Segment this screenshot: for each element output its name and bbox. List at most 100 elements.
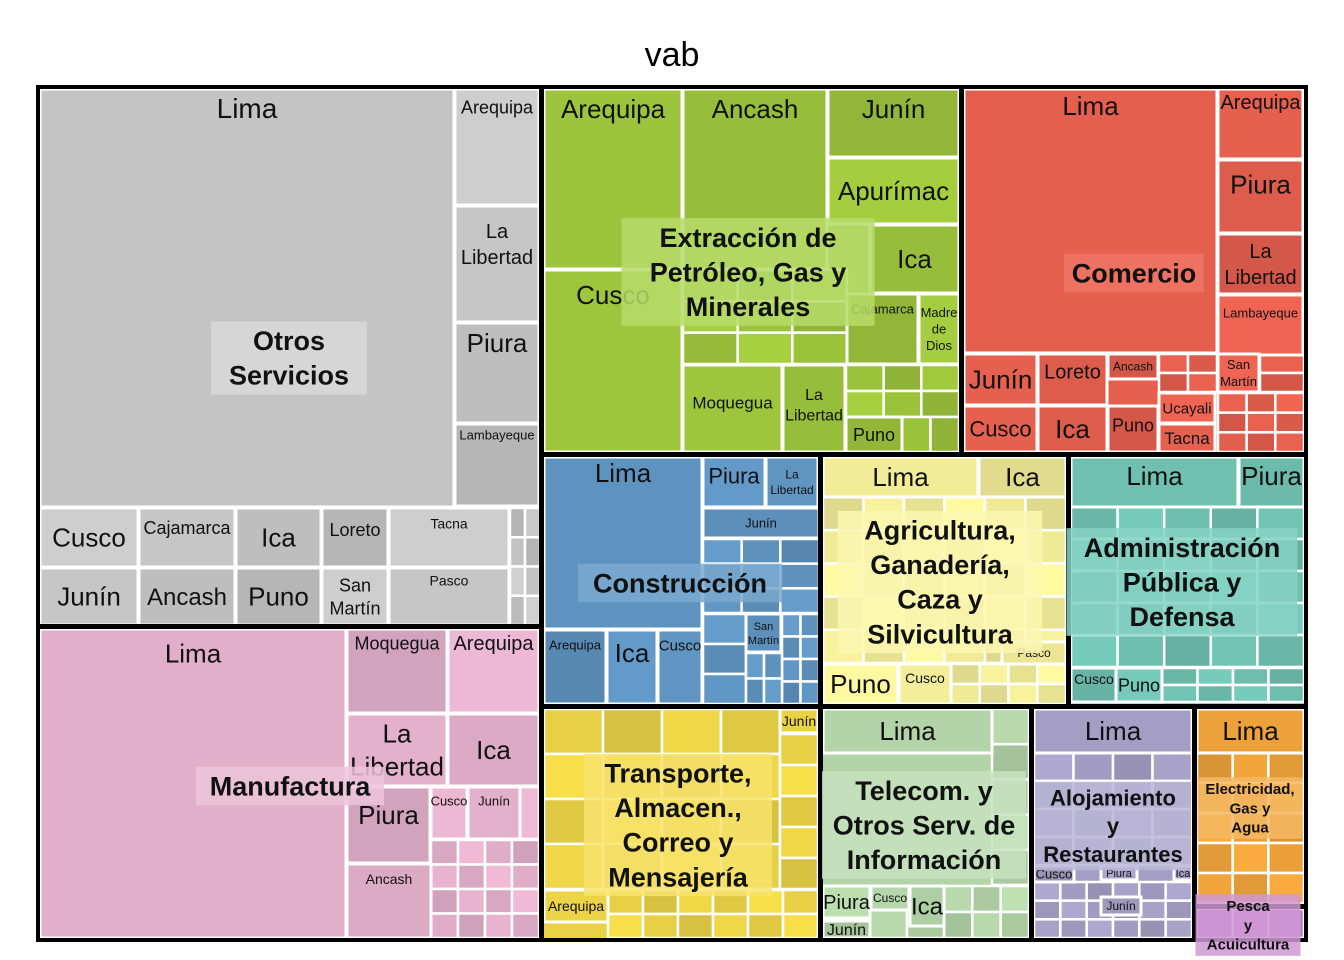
region-cell: [523, 594, 542, 627]
region-cell: [1032, 918, 1062, 940]
region-cell: [1059, 880, 1088, 902]
region-cell: [740, 537, 782, 565]
region-cell: [508, 506, 527, 539]
region-label: Arequipa: [548, 898, 604, 914]
region-cell: [869, 884, 911, 912]
region-cell: [701, 455, 767, 509]
region-cell: [1072, 751, 1115, 783]
region-cell: [780, 657, 802, 683]
region-cell: [1216, 352, 1261, 394]
sector-label: Agricultura, Ganadería, Caza y Silvicultura: [864, 516, 1016, 650]
region-cell: [1059, 899, 1088, 921]
region-cell: [510, 912, 541, 940]
region-cell: [456, 863, 487, 891]
sector-label: Alojamiento y Restaurantes: [1043, 786, 1182, 867]
region-cell: [1186, 371, 1219, 394]
region-cell: [483, 912, 514, 940]
region-cell: [746, 912, 785, 940]
region-cell: [1186, 352, 1219, 375]
region-cell: [466, 785, 522, 841]
region-label: Ancash: [1113, 360, 1153, 374]
region-cell: [780, 612, 802, 638]
region-cell: [999, 910, 1031, 940]
region-cell: [1162, 633, 1213, 669]
region-label: Madre de Dios: [921, 305, 958, 353]
region-cell: [1274, 411, 1306, 434]
region-cell: [778, 825, 820, 860]
region-cell: [1216, 391, 1248, 414]
region-label: Piura: [1230, 170, 1291, 200]
sector-label: Manufactura: [210, 771, 372, 801]
region-cell: [510, 887, 541, 915]
region-label: Lima: [595, 458, 652, 488]
region-label: Ica: [1005, 462, 1040, 492]
region-cell: [1036, 404, 1109, 454]
region-label: Arequipa: [461, 97, 534, 117]
region-label: Piura: [467, 328, 528, 358]
region-cell: [762, 651, 784, 680]
region-label: La Libertad: [461, 221, 533, 269]
region-cell: [1196, 683, 1235, 704]
sector-label: Extracción de Petróleo, Gas y Minerales: [650, 223, 847, 322]
region-cell: [453, 204, 541, 324]
region-cell: [1059, 918, 1088, 940]
region-cell: [900, 415, 932, 454]
region-cell: [523, 536, 542, 568]
region-label: Lima: [1126, 461, 1183, 491]
sector-label: Administración Pública y Defensa: [1084, 533, 1281, 632]
region-cell: [234, 566, 323, 627]
region-label: Lambayeque: [459, 428, 534, 443]
region-cell: [882, 363, 923, 393]
region-cell: [1216, 87, 1305, 161]
region-label: La Libertad: [785, 387, 843, 424]
region-cell: [1267, 683, 1306, 704]
region-cell: [1216, 293, 1305, 357]
region-label: Puno: [1112, 415, 1154, 435]
region-label: Ucayali: [1162, 400, 1211, 417]
region-label: Lima: [1222, 716, 1279, 746]
region-cell: [764, 455, 820, 509]
region-cell: [778, 856, 820, 891]
region-cell: [799, 635, 821, 661]
region-label: Apurímac: [838, 176, 949, 206]
region-cell: [660, 707, 723, 756]
region-cell: [780, 635, 802, 661]
region-cell: [1237, 455, 1306, 509]
region-cell: [605, 628, 659, 706]
region-label: Lima: [872, 462, 929, 492]
region-cell: [744, 612, 783, 654]
region-cell: [1231, 683, 1270, 704]
region-cell: [456, 838, 487, 866]
region-label: Ica: [261, 523, 296, 553]
sector-label: Transporte, Almacen., Correo y Mensajería: [604, 759, 751, 893]
region-cell: [920, 363, 961, 393]
region-cell: [999, 884, 1031, 914]
region-cell: [523, 565, 542, 597]
region-cell: [1138, 880, 1167, 902]
region-cell: [1267, 666, 1306, 687]
region-cell: [781, 912, 820, 940]
region-cell: [701, 506, 821, 540]
region-label: San Martín: [1220, 357, 1257, 389]
sector-label-bg: [621, 218, 875, 326]
region-label: Lima: [879, 716, 936, 746]
region-cell: [778, 732, 820, 767]
sector-label-bg: [1195, 894, 1301, 956]
region-cell: [779, 562, 821, 590]
region-cell: [701, 642, 748, 676]
region-cell: [977, 455, 1068, 499]
sector-label: Construcción: [593, 568, 767, 598]
region-cell: [1160, 683, 1199, 704]
region-cell: [1138, 918, 1167, 940]
region-cell: [799, 612, 821, 638]
region-cell: [1151, 751, 1194, 783]
region-cell: [778, 763, 820, 798]
region-cell: [1245, 411, 1277, 434]
region-cell: [1216, 431, 1248, 454]
region-label: Piura: [1241, 461, 1302, 491]
region-label: Ica: [1055, 414, 1090, 444]
region-label: Pasco: [430, 572, 469, 588]
region-cell: [429, 785, 469, 841]
region-label: Junín: [1106, 899, 1135, 913]
region-cell: [1157, 391, 1217, 425]
